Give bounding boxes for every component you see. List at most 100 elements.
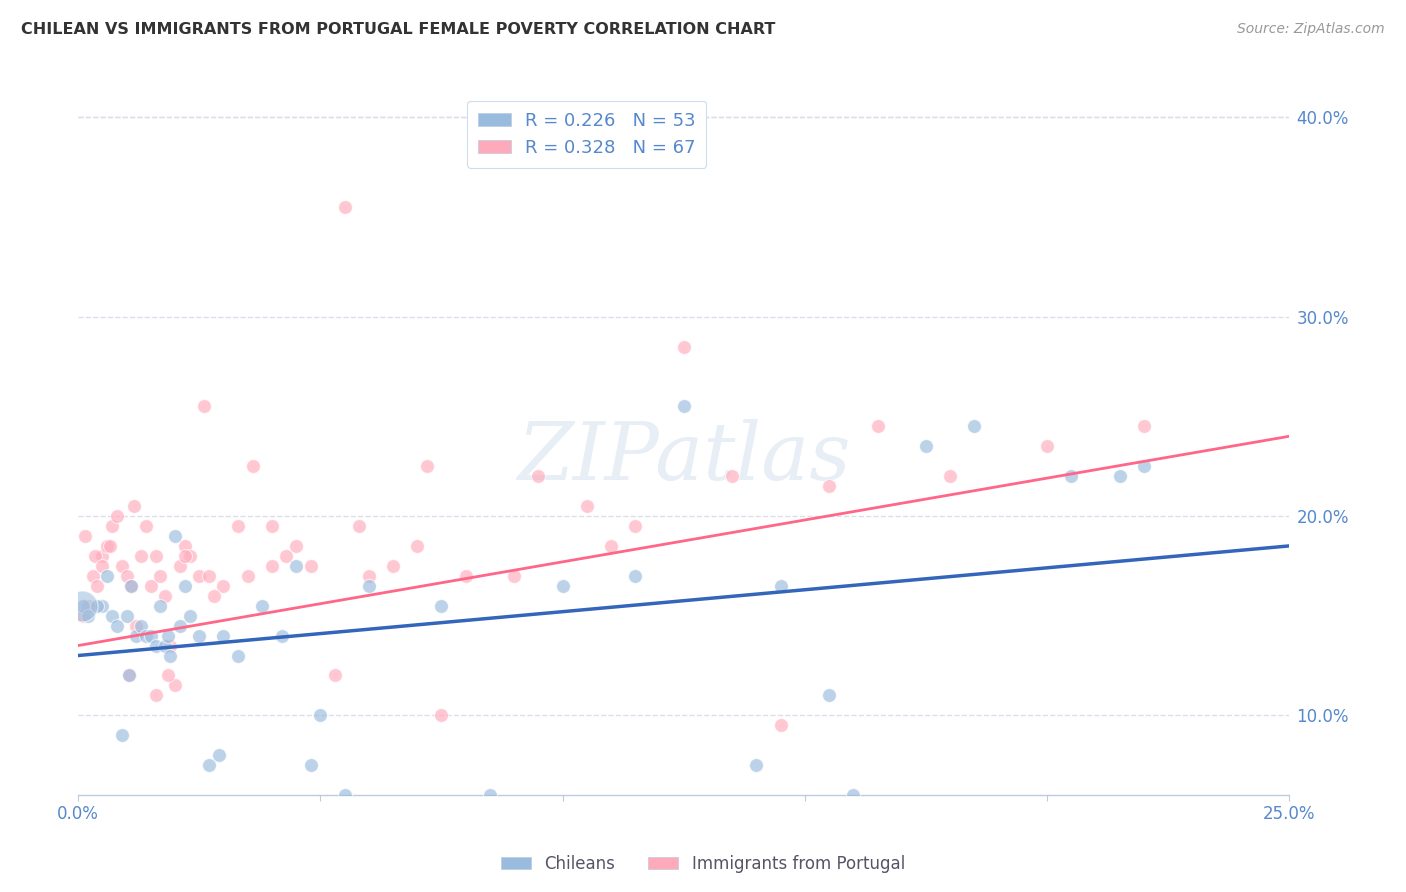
Point (179, 549, 201, 563)
Point (188, 629, 211, 643)
Point (1060, 469, 1083, 483)
Point (76, 608, 98, 623)
Point (149, 569, 172, 583)
Point (101, 608, 124, 623)
Point (818, 479, 841, 493)
Point (75, 529, 97, 543)
Point (454, 569, 477, 583)
Point (1036, 439, 1059, 453)
Point (226, 648, 249, 663)
Point (145, 689, 167, 703)
Point (118, 668, 141, 682)
Point (173, 579, 195, 593)
Point (416, 459, 439, 474)
Point (179, 608, 201, 623)
Point (139, 629, 162, 643)
Point (357, 569, 380, 583)
Point (198, 569, 221, 583)
Point (406, 539, 429, 553)
Point (139, 579, 162, 593)
Point (111, 558, 134, 573)
Point (406, 798, 429, 813)
Point (120, 579, 142, 593)
Point (260, 558, 283, 573)
Point (122, 499, 145, 513)
Point (115, 608, 138, 623)
Point (169, 618, 191, 632)
Point (86, 599, 108, 613)
Point (939, 469, 962, 483)
Point (624, 569, 647, 583)
Point (91, 549, 114, 563)
Point (72, 608, 94, 623)
Point (672, 340, 695, 354)
Point (672, 400, 695, 414)
Point (333, 788, 356, 802)
Point (70, 599, 93, 613)
Point (145, 639, 167, 653)
Point (382, 558, 405, 573)
Point (91, 558, 114, 573)
Point (236, 569, 259, 583)
Point (169, 558, 191, 573)
Point (551, 579, 574, 593)
Point (323, 668, 346, 682)
Point (135, 629, 157, 643)
Point (198, 758, 221, 772)
Point (382, 798, 405, 813)
Point (357, 579, 380, 593)
Point (299, 758, 322, 772)
Point (252, 599, 274, 613)
Point (769, 579, 792, 593)
Point (105, 508, 128, 523)
Point (84, 549, 107, 563)
Point (86, 579, 108, 593)
Point (118, 668, 141, 682)
Point (347, 519, 370, 533)
Point (478, 788, 501, 802)
Point (600, 539, 623, 553)
Point (226, 519, 249, 533)
Point (1133, 459, 1156, 474)
Point (129, 549, 152, 563)
Point (156, 629, 179, 643)
Point (125, 618, 148, 632)
Point (745, 758, 768, 772)
Point (135, 519, 157, 533)
Text: CHILEAN VS IMMIGRANTS FROM PORTUGAL FEMALE POVERTY CORRELATION CHART: CHILEAN VS IMMIGRANTS FROM PORTUGAL FEMA… (21, 22, 776, 37)
Point (769, 718, 792, 732)
Point (270, 629, 292, 643)
Point (105, 618, 128, 632)
Point (260, 519, 283, 533)
Point (818, 689, 841, 703)
Point (111, 728, 134, 742)
Point (575, 499, 598, 513)
Point (115, 569, 138, 583)
Point (202, 589, 225, 603)
Point (866, 419, 889, 434)
Point (285, 539, 308, 553)
Point (82, 569, 104, 583)
Point (963, 419, 986, 434)
Point (309, 708, 332, 723)
Point (299, 558, 322, 573)
Point (212, 629, 235, 643)
Point (149, 599, 172, 613)
Point (163, 529, 186, 543)
Point (721, 469, 744, 483)
Text: Source: ZipAtlas.com: Source: ZipAtlas.com (1237, 22, 1385, 37)
Point (333, 200, 356, 214)
Point (212, 579, 235, 593)
Point (242, 459, 264, 474)
Legend: Chileans, Immigrants from Portugal: Chileans, Immigrants from Portugal (495, 848, 911, 880)
Point (120, 579, 142, 593)
Point (76, 599, 98, 613)
Point (430, 599, 453, 613)
Point (1133, 419, 1156, 434)
Point (91, 599, 114, 613)
Point (96, 539, 118, 553)
Point (503, 569, 526, 583)
Legend: R = 0.226   N = 53, R = 0.328   N = 67: R = 0.226 N = 53, R = 0.328 N = 67 (467, 101, 706, 168)
Point (285, 558, 308, 573)
Point (915, 439, 938, 453)
